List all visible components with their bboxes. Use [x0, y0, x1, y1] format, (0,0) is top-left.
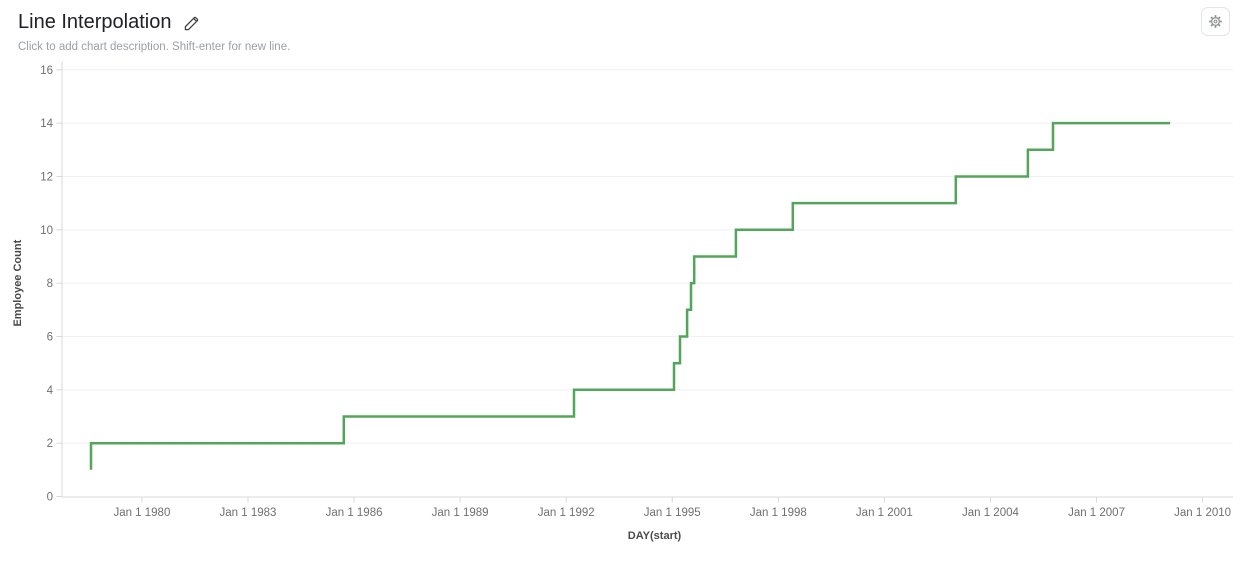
x-tick-label: Jan 1 1992 — [538, 507, 595, 519]
settings-button[interactable] — [1201, 7, 1230, 36]
y-tick-label: 0 — [47, 492, 53, 504]
x-tick-label: Jan 1 2001 — [856, 507, 913, 519]
chart-header: Line Interpolation Click to add chart de… — [18, 10, 290, 53]
y-tick-label: 2 — [47, 438, 53, 450]
chart-description-placeholder[interactable]: Click to add chart description. Shift-en… — [18, 41, 291, 53]
x-tick-label: Jan 1 2004 — [962, 507, 1020, 519]
x-tick-label: Jan 1 1998 — [750, 507, 807, 519]
x-tick-label: Jan 1 1986 — [326, 507, 383, 519]
pencil-icon[interactable] — [182, 14, 201, 33]
y-axis-title: Employee Count — [12, 239, 24, 326]
y-tick-label: 10 — [40, 225, 53, 237]
y-tick-label: 14 — [40, 118, 53, 130]
x-axis-title: DAY(start) — [628, 530, 682, 542]
data-line[interactable] — [89, 121, 1171, 470]
x-tick-label: Jan 1 1989 — [432, 507, 489, 519]
y-tick-label: 16 — [40, 65, 53, 77]
y-tick-label: 6 — [47, 331, 53, 343]
title-row: Line Interpolation — [18, 10, 290, 34]
x-tick-label: Jan 1 2010 — [1174, 507, 1231, 519]
x-tick-label: Jan 1 1980 — [113, 507, 170, 519]
gear-icon — [1209, 15, 1222, 28]
y-tick-label: 12 — [40, 171, 53, 183]
x-tick-label: Jan 1 2007 — [1068, 507, 1125, 519]
x-tick-label: Jan 1 1995 — [644, 507, 701, 519]
x-tick-label: Jan 1 1983 — [220, 507, 277, 519]
y-tick-label: 4 — [47, 385, 54, 397]
chart-title[interactable]: Line Interpolation — [18, 11, 172, 33]
y-tick-label: 8 — [47, 278, 53, 290]
